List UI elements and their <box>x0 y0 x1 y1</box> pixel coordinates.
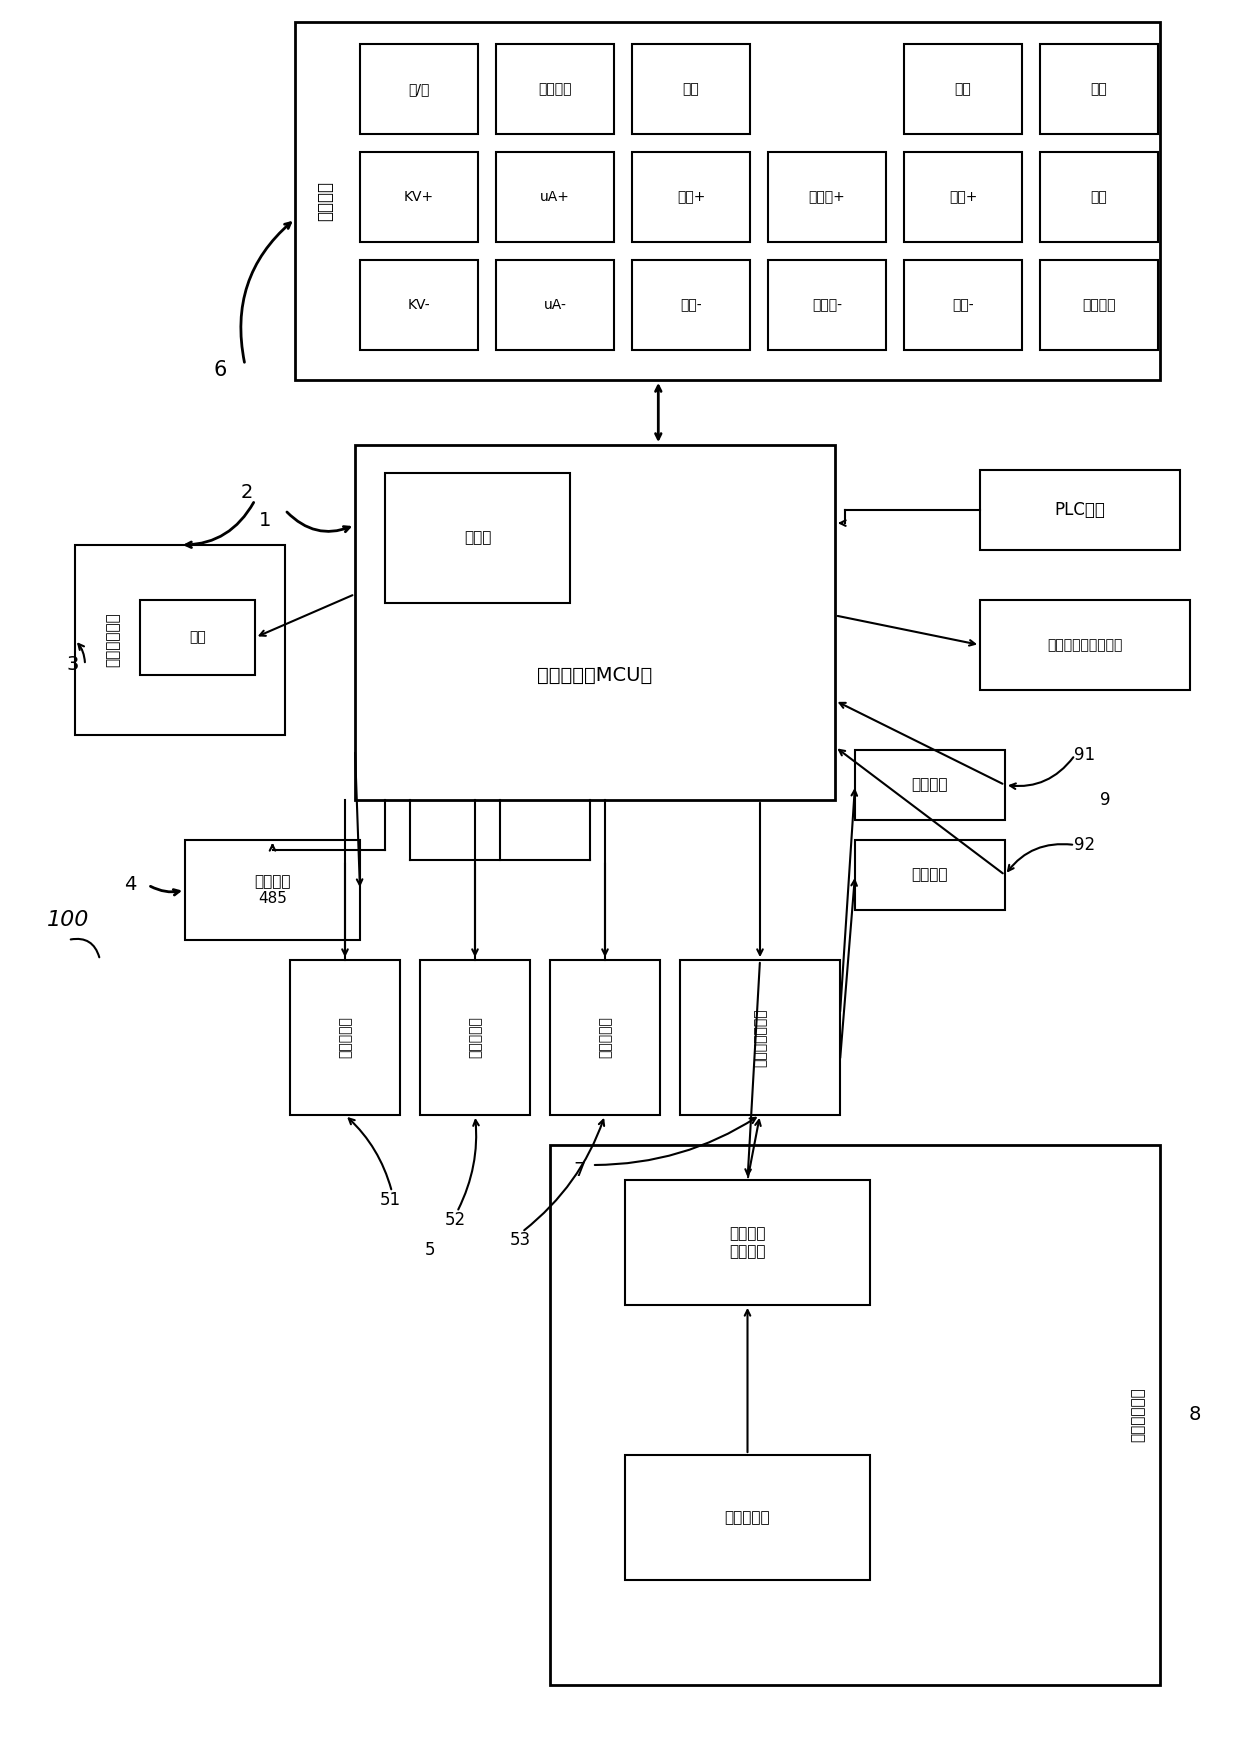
Bar <box>551 960 660 1116</box>
Text: 静电粉末噴枪: 静电粉末噴枪 <box>1131 1388 1146 1442</box>
Text: 粉量+: 粉量+ <box>677 190 706 204</box>
Text: 微处理器（MCU）: 微处理器（MCU） <box>537 667 652 684</box>
Bar <box>496 152 614 243</box>
Text: 3: 3 <box>67 655 79 674</box>
Text: 程序-: 程序- <box>952 299 973 313</box>
Text: 清洁: 清洁 <box>683 82 699 96</box>
Bar <box>980 601 1190 690</box>
Bar <box>632 44 750 134</box>
Bar <box>625 1180 870 1304</box>
Bar <box>420 960 529 1116</box>
Bar <box>632 152 750 243</box>
Text: 选择: 选择 <box>1091 190 1107 204</box>
Text: 按镨面板: 按镨面板 <box>316 182 334 222</box>
Bar <box>680 960 839 1116</box>
Bar <box>140 601 255 676</box>
Bar <box>904 152 1022 243</box>
Text: 92: 92 <box>1074 836 1096 854</box>
Bar <box>1040 260 1158 349</box>
Text: KV+: KV+ <box>404 190 434 204</box>
Text: 静电发生器: 静电发生器 <box>724 1510 770 1524</box>
Text: uA-: uA- <box>543 299 567 313</box>
Text: 返噴: 返噴 <box>1091 82 1107 96</box>
Text: 背光: 背光 <box>190 630 206 644</box>
Bar <box>355 445 835 800</box>
Bar <box>625 1454 870 1580</box>
Text: 开/关: 开/关 <box>408 82 430 96</box>
Text: 电流反馈: 电流反馈 <box>911 868 949 882</box>
Text: 模式: 模式 <box>955 82 971 96</box>
Bar <box>904 44 1022 134</box>
Bar <box>496 44 614 134</box>
Bar <box>856 751 1004 821</box>
Text: uA+: uA+ <box>541 190 570 204</box>
Bar <box>904 260 1022 349</box>
Text: 5: 5 <box>425 1241 435 1259</box>
Text: 电磁阀（总气开关）: 电磁阀（总气开关） <box>1048 637 1122 651</box>
Text: 53: 53 <box>510 1231 531 1248</box>
Bar <box>551 1145 1159 1685</box>
Bar <box>632 260 750 349</box>
Bar <box>496 260 614 349</box>
Text: 第二电子阀: 第二电子阀 <box>467 1016 482 1058</box>
Text: 4: 4 <box>124 875 136 894</box>
Bar <box>768 260 887 349</box>
Bar <box>360 44 477 134</box>
Bar <box>185 840 360 939</box>
Bar <box>360 260 477 349</box>
Text: 52: 52 <box>444 1212 465 1229</box>
Text: 清洁气-: 清洁气- <box>812 299 842 313</box>
Text: 9: 9 <box>1100 791 1110 808</box>
Text: 第一电子阀: 第一电子阀 <box>339 1016 352 1058</box>
Text: 91: 91 <box>1074 746 1096 765</box>
Text: 清洁气+: 清洁气+ <box>808 190 846 204</box>
Text: 存储器: 存储器 <box>464 531 491 545</box>
Text: 主从控制: 主从控制 <box>1083 299 1116 313</box>
Bar <box>856 840 1004 910</box>
Bar <box>768 152 887 243</box>
Text: 自动粉量: 自动粉量 <box>538 82 572 96</box>
Text: 第三电子阀: 第三电子阀 <box>598 1016 613 1058</box>
Text: 8: 8 <box>1189 1406 1202 1425</box>
Text: 触发按键
设置按键: 触发按键 设置按键 <box>729 1226 766 1259</box>
Bar <box>980 470 1180 550</box>
Text: 粉量-: 粉量- <box>681 299 702 313</box>
Bar <box>74 545 285 735</box>
Text: 1: 1 <box>259 510 272 529</box>
Bar <box>290 960 401 1116</box>
Text: 液晶显示单元: 液晶显示单元 <box>105 613 120 667</box>
Text: 2: 2 <box>241 482 253 501</box>
Text: 6: 6 <box>213 360 227 381</box>
Text: PLC控制: PLC控制 <box>1054 501 1105 519</box>
Text: 51: 51 <box>379 1191 401 1208</box>
Bar <box>360 152 477 243</box>
Text: 总线控制
485: 总线控制 485 <box>254 873 290 906</box>
Text: KV-: KV- <box>408 299 430 313</box>
Text: 电压反馈: 电压反馈 <box>911 777 949 793</box>
Text: 7: 7 <box>574 1161 587 1180</box>
Bar <box>1040 44 1158 134</box>
Text: 直流功率控制器: 直流功率控制器 <box>753 1007 768 1067</box>
Text: 程序+: 程序+ <box>949 190 977 204</box>
Text: 100: 100 <box>47 910 89 931</box>
Bar <box>384 473 570 602</box>
Bar <box>295 23 1159 381</box>
Bar <box>1040 152 1158 243</box>
